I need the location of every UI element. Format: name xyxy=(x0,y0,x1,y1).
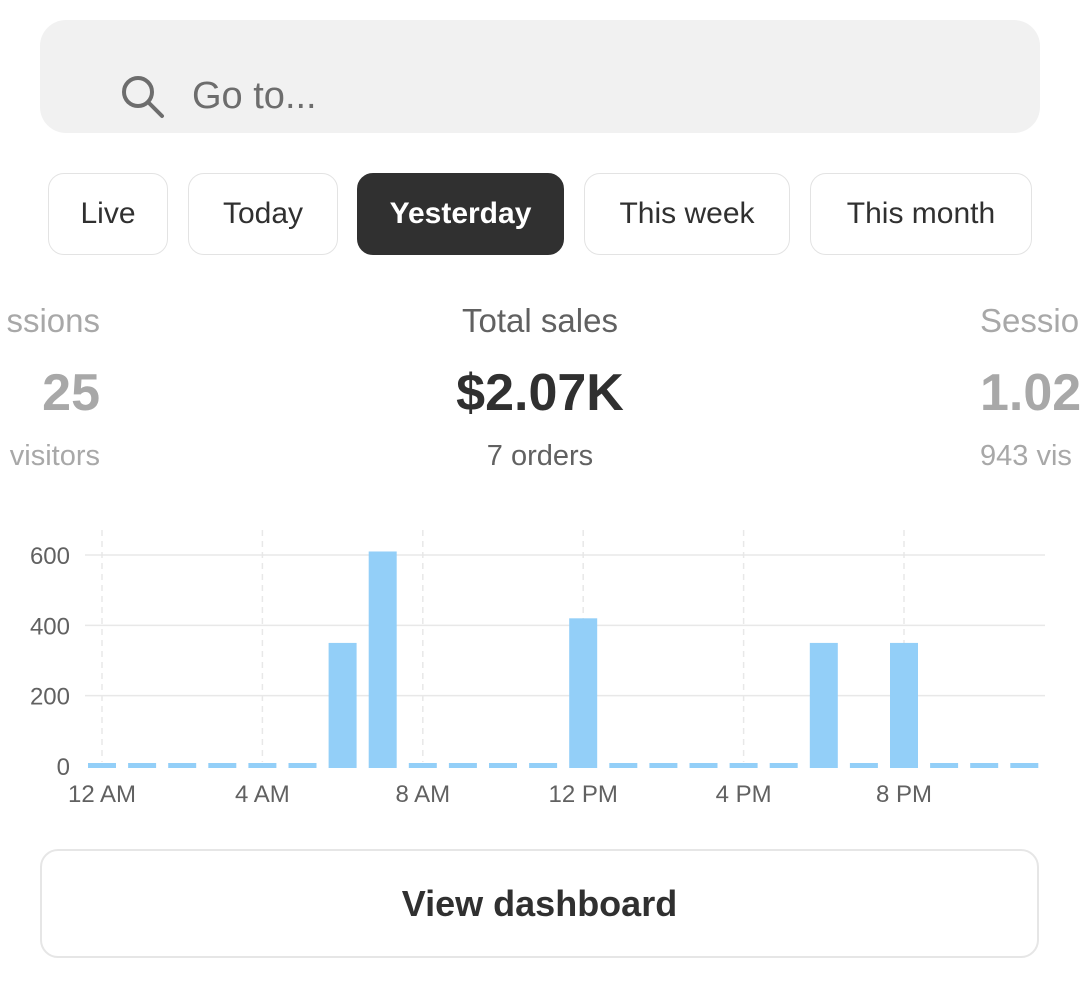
x-tick-label: 8 PM xyxy=(876,781,932,808)
bar[interactable] xyxy=(569,618,598,768)
bar[interactable] xyxy=(890,642,918,768)
bar-zero[interactable] xyxy=(649,763,678,768)
tab-this-week[interactable]: This week xyxy=(584,173,790,255)
metric-sessions-right[interactable]: Sessio 1.02 943 vis xyxy=(980,300,1080,480)
x-tick-label: 8 AM xyxy=(395,781,450,808)
tab-yesterday[interactable]: Yesterday xyxy=(357,173,564,255)
bar[interactable] xyxy=(368,551,397,768)
bar-zero[interactable] xyxy=(970,763,999,768)
y-tick-label: 0 xyxy=(57,754,70,781)
bar-zero[interactable] xyxy=(288,763,317,768)
y-tick-label: 200 xyxy=(30,684,70,711)
bar-zero[interactable] xyxy=(448,763,477,768)
bar-zero[interactable] xyxy=(408,763,437,768)
search-input[interactable] xyxy=(192,56,972,136)
bar[interactable] xyxy=(328,642,357,768)
bar[interactable] xyxy=(809,642,838,768)
bar-zero[interactable] xyxy=(849,763,878,768)
bar-zero[interactable] xyxy=(168,763,197,768)
tab-today[interactable]: Today xyxy=(188,173,338,255)
tab-this-month[interactable]: This month xyxy=(810,173,1032,255)
bar-zero[interactable] xyxy=(930,763,959,768)
metric-label: Total sales xyxy=(462,302,618,339)
bar-zero[interactable] xyxy=(689,763,718,768)
bar-zero[interactable] xyxy=(128,763,157,768)
bar-zero[interactable] xyxy=(1010,763,1039,768)
sales-bar-chart: 600 400 200 012 AM 4 AM 8 AM 12 PM 4 PM 8 PM xyxy=(30,530,1045,808)
x-tick-label: 12 PM xyxy=(549,781,618,808)
metric-value: 1.02 xyxy=(980,364,1080,422)
bar-zero[interactable] xyxy=(729,763,758,768)
metric-value: $2.07K xyxy=(456,364,624,422)
bar-zero[interactable] xyxy=(248,763,277,768)
metric-value: 25 xyxy=(42,364,100,422)
metric-sub: 7 orders xyxy=(486,440,594,472)
metric-label: ssions xyxy=(6,302,100,339)
bar-zero[interactable] xyxy=(609,763,638,768)
search-bar[interactable] xyxy=(40,20,1040,136)
tab-live[interactable]: Live xyxy=(48,173,168,255)
metric-label: Sessio xyxy=(980,302,1080,339)
view-dashboard-button[interactable]: View dashboard xyxy=(40,849,1039,958)
y-tick-label: 600 xyxy=(30,543,70,570)
x-tick-label: 4 PM xyxy=(716,781,772,808)
search-icon xyxy=(122,76,164,118)
bar-zero[interactable] xyxy=(88,763,116,768)
bar-zero[interactable] xyxy=(769,763,798,768)
x-tick-label: 12 AM xyxy=(68,781,136,808)
x-tick-label: 4 AM xyxy=(235,781,290,808)
y-tick-label: 400 xyxy=(30,613,70,640)
metric-sub: 943 vis xyxy=(980,440,1072,472)
bar-zero[interactable] xyxy=(529,763,558,768)
bar-zero[interactable] xyxy=(489,763,517,768)
metric-sub: visitors xyxy=(9,440,100,472)
bar-zero[interactable] xyxy=(208,763,237,768)
